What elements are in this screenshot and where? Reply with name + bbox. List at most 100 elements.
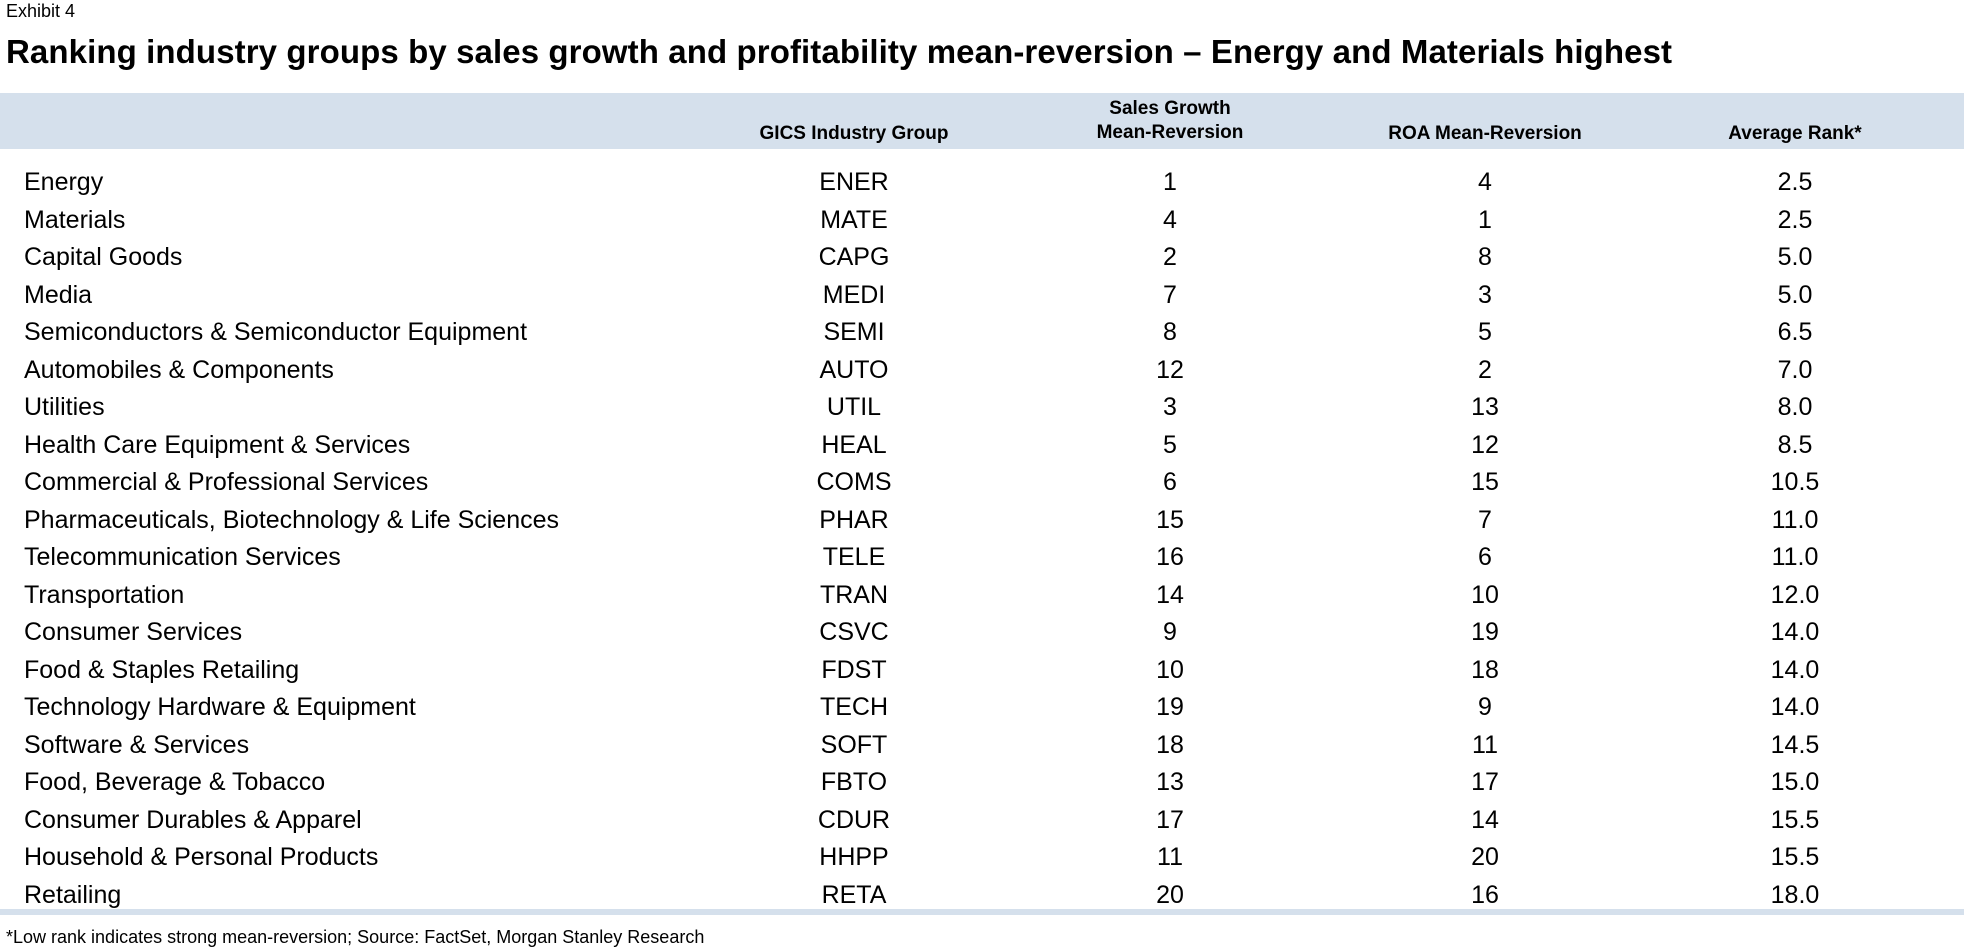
table-body: Energy ENER 1 4 2.5 Materials MATE 4 1 2.5 Capit… xyxy=(0,163,1964,913)
header-roa-mean-reversion: ROA Mean-Reversion xyxy=(1388,123,1582,144)
cell-sales-growth-rank: 18 xyxy=(1156,730,1184,759)
cell-industry-name: Transportation xyxy=(24,580,185,609)
cell-gics-code: RETA xyxy=(821,880,887,909)
cell-roa-rank: 6 xyxy=(1478,543,1492,571)
cell-average-rank: 12.0 xyxy=(1770,580,1820,609)
cell-roa-rank: 19 xyxy=(1471,618,1499,646)
cell-average-rank: 2.5 xyxy=(1777,205,1813,234)
cell-gics-code: UTIL xyxy=(826,393,882,421)
cell-average-rank: 5.0 xyxy=(1777,280,1813,309)
table-row: Utilities UTIL 3 13 8.0 xyxy=(0,388,1964,426)
cell-industry-name: Energy xyxy=(24,168,104,196)
cell-sales-growth-rank: 4 xyxy=(1163,205,1177,234)
cell-gics-code: CAPG xyxy=(818,243,890,271)
table-row: Materials MATE 4 1 2.5 xyxy=(0,201,1964,239)
cell-gics-code: TRAN xyxy=(819,580,889,609)
cell-sales-growth-rank: 17 xyxy=(1156,805,1184,834)
cell-gics-code: MEDI xyxy=(822,280,886,309)
cell-sales-growth-rank: 11 xyxy=(1157,843,1183,871)
cell-industry-name: Consumer Services xyxy=(24,618,243,646)
cell-industry-name: Capital Goods xyxy=(24,243,183,271)
cell-sales-growth-rank: 2 xyxy=(1163,243,1177,271)
cell-average-rank: 18.0 xyxy=(1770,880,1820,909)
cell-gics-code: SEMI xyxy=(823,318,885,346)
cell-roa-rank: 20 xyxy=(1471,843,1499,871)
cell-roa-rank: 10 xyxy=(1471,580,1499,609)
cell-sales-growth-rank: 7 xyxy=(1163,280,1177,309)
cell-sales-growth-rank: 13 xyxy=(1156,768,1184,796)
table-row: Software & Services SOFT 18 11 14.5 xyxy=(0,726,1964,764)
cell-average-rank: 6.5 xyxy=(1777,318,1813,346)
cell-roa-rank: 18 xyxy=(1471,655,1499,684)
cell-industry-name: Retailing xyxy=(24,880,122,909)
cell-industry-name: Automobiles & Components xyxy=(24,355,334,384)
table-row: Media MEDI 7 3 5.0 xyxy=(0,276,1964,314)
table-row: Food, Beverage & Tobacco FBTO 13 17 15.0 xyxy=(0,763,1964,801)
cell-industry-name: Health Care Equipment & Services xyxy=(24,430,411,459)
footnote-source: *Low rank indicates strong mean-reversio… xyxy=(6,927,705,947)
cell-industry-name: Utilities xyxy=(24,393,105,421)
cell-industry-name: Commercial & Professional Services xyxy=(24,468,429,496)
cell-industry-name: Materials xyxy=(24,205,126,234)
header-gics-industry-group: GICS Industry Group xyxy=(759,123,949,144)
table-row: Pharmaceuticals, Biotechnology & Life Sc… xyxy=(0,501,1964,539)
cell-gics-code: SOFT xyxy=(820,730,888,759)
table-row: Food & Staples Retailing FDST 10 18 14.0 xyxy=(0,651,1964,689)
cell-industry-name: Food, Beverage & Tobacco xyxy=(24,768,326,796)
cell-roa-rank: 4 xyxy=(1478,168,1492,196)
cell-roa-rank: 14 xyxy=(1471,805,1499,834)
cell-roa-rank: 8 xyxy=(1478,243,1492,271)
cell-roa-rank: 3 xyxy=(1478,280,1492,309)
cell-gics-code: FDST xyxy=(821,655,887,684)
cell-sales-growth-rank: 6 xyxy=(1163,468,1177,496)
table-row: Household & Personal Products HHPP 11 20 15.… xyxy=(0,838,1964,876)
cell-roa-rank: 2 xyxy=(1478,355,1492,384)
cell-industry-name: Household & Personal Products xyxy=(24,843,379,871)
cell-sales-growth-rank: 15 xyxy=(1156,505,1184,534)
cell-average-rank: 15.0 xyxy=(1770,768,1820,796)
cell-industry-name: Software & Services xyxy=(24,730,250,759)
cell-sales-growth-rank: 20 xyxy=(1156,880,1184,909)
cell-industry-name: Pharmaceuticals, Biotechnology & Life Sc… xyxy=(24,505,560,534)
cell-sales-growth-rank: 1 xyxy=(1163,168,1177,196)
cell-average-rank: 2.5 xyxy=(1777,168,1813,196)
cell-sales-growth-rank: 14 xyxy=(1156,580,1184,609)
cell-gics-code: MATE xyxy=(820,205,888,234)
table-row: Telecommunication Services TELE 16 6 11.0 xyxy=(0,538,1964,576)
header-average-rank: Average Rank* xyxy=(1728,123,1862,144)
table-row: Technology Hardware & Equipment TECH 19 9 14… xyxy=(0,688,1964,726)
cell-average-rank: 15.5 xyxy=(1770,843,1820,871)
cell-gics-code: TECH xyxy=(819,693,889,721)
cell-gics-code: HHPP xyxy=(819,843,889,871)
header-sales-growth-mean-reversion: Sales Growth Mean-Reversion xyxy=(1030,97,1310,145)
table-row: Consumer Services CSVC 9 19 14.0 xyxy=(0,613,1964,651)
cell-average-rank: 10.5 xyxy=(1770,468,1820,496)
cell-gics-code: HEAL xyxy=(821,430,887,459)
cell-sales-growth-rank: 16 xyxy=(1156,543,1184,571)
cell-gics-code: TELE xyxy=(822,543,886,571)
table-bottom-rule xyxy=(0,909,1964,915)
cell-industry-name: Media xyxy=(24,280,93,309)
cell-gics-code: ENER xyxy=(819,168,889,196)
cell-sales-growth-rank: 19 xyxy=(1156,693,1184,721)
cell-roa-rank: 13 xyxy=(1471,393,1499,421)
cell-gics-code: COMS xyxy=(816,468,892,496)
cell-roa-rank: 17 xyxy=(1471,768,1499,796)
cell-roa-rank: 16 xyxy=(1471,880,1499,909)
cell-gics-code: FBTO xyxy=(820,768,888,796)
cell-average-rank: 8.5 xyxy=(1777,430,1813,459)
cell-sales-growth-rank: 10 xyxy=(1156,655,1184,684)
table-row: Retailing RETA 20 16 18.0 xyxy=(0,876,1964,914)
cell-industry-name: Semiconductors & Semiconductor Equipment xyxy=(24,318,528,346)
cell-sales-growth-rank: 9 xyxy=(1163,618,1177,646)
cell-average-rank: 5.0 xyxy=(1777,243,1813,271)
cell-industry-name: Telecommunication Services xyxy=(24,543,341,571)
table-header-band xyxy=(0,93,1964,149)
cell-sales-growth-rank: 8 xyxy=(1163,318,1177,346)
page-title: Ranking industry groups by sales growth … xyxy=(6,33,1673,70)
header-sales-line2: Mean-Reversion xyxy=(1096,122,1244,143)
cell-sales-growth-rank: 3 xyxy=(1163,393,1177,421)
cell-industry-name: Food & Staples Retailing xyxy=(24,655,300,684)
cell-roa-rank: 1 xyxy=(1478,205,1492,234)
table-row: Transportation TRAN 14 10 12.0 xyxy=(0,576,1964,614)
